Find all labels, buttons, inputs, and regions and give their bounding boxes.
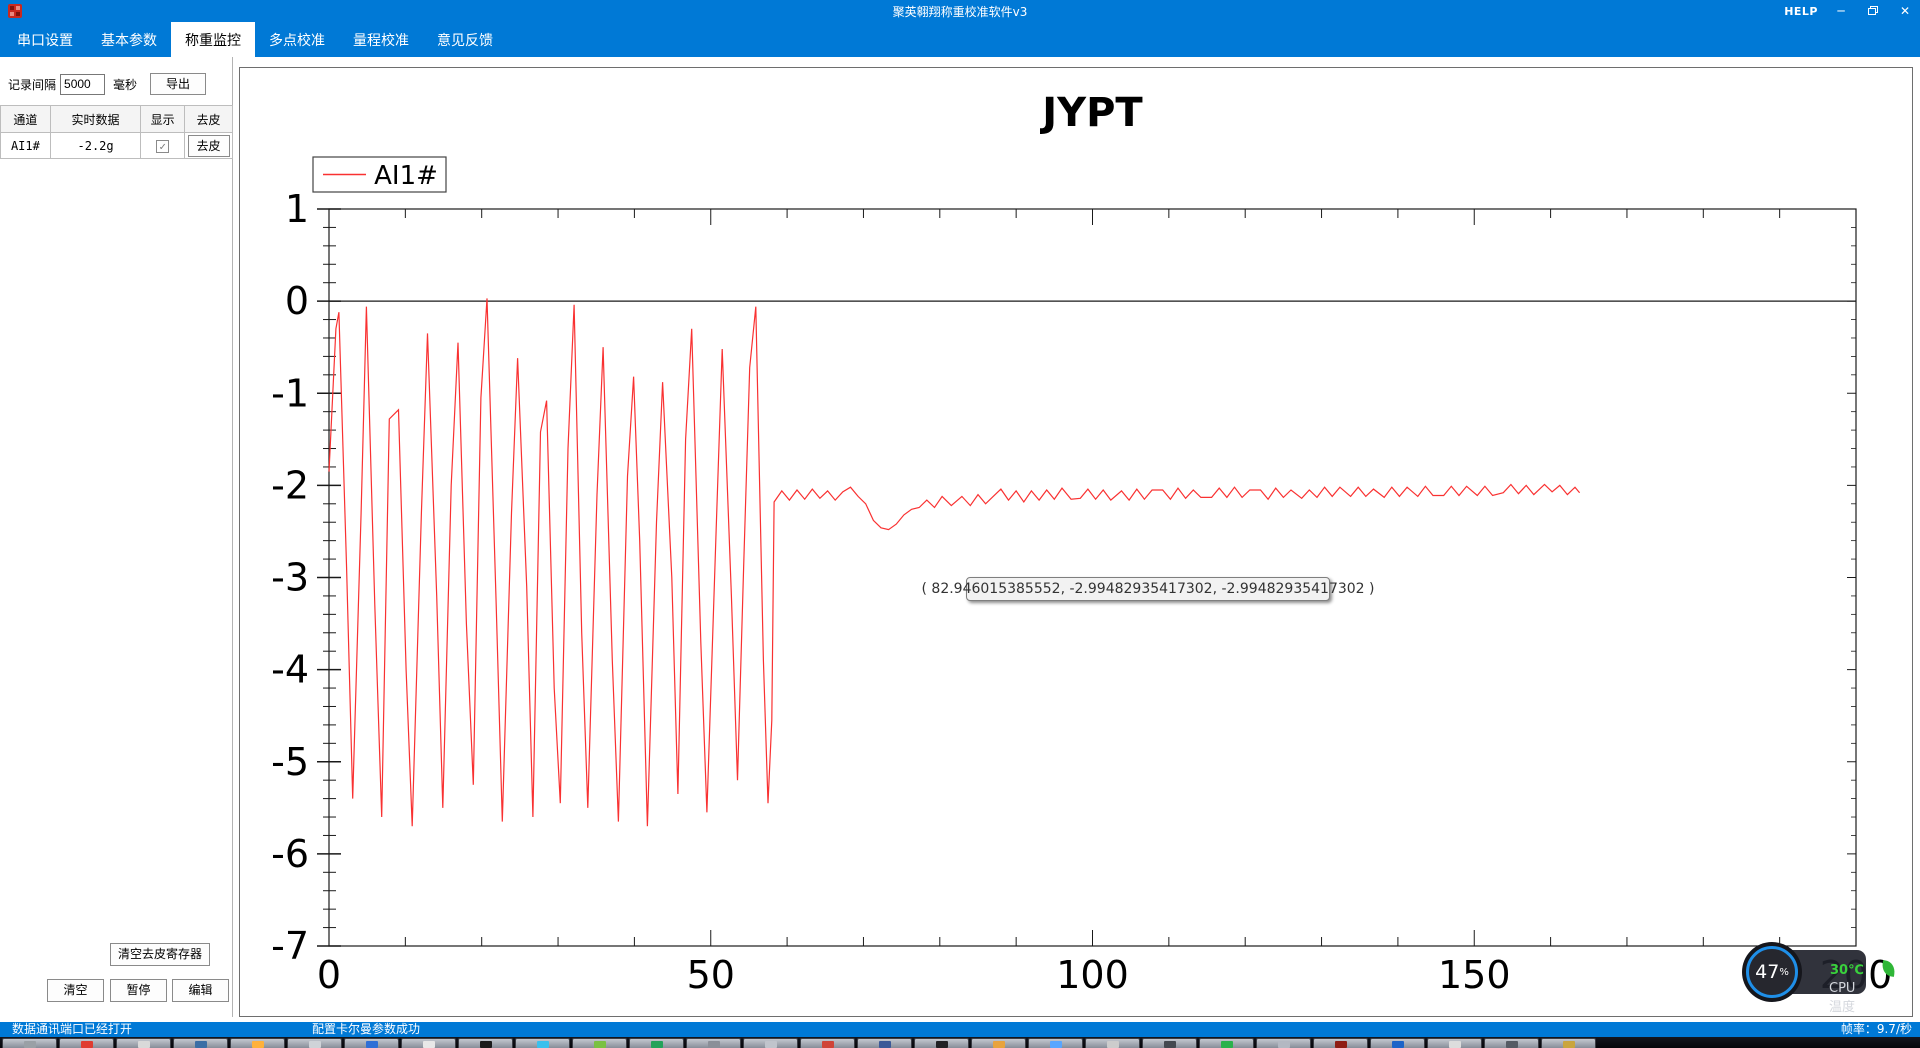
app-icon [8, 4, 22, 18]
taskbar-button-17[interactable] [914, 1038, 969, 1048]
taskbar-button-12[interactable] [629, 1038, 684, 1048]
y-tick-label: -5 [271, 740, 309, 784]
taskbar-button-4[interactable] [173, 1038, 228, 1048]
cpu-temperature-value: 30℃ [1830, 963, 1864, 978]
menu-tab-3[interactable]: 称重监控 [171, 22, 255, 57]
taskbar-button-5[interactable] [230, 1038, 285, 1048]
y-tick-label: -4 [271, 648, 309, 692]
status-framerate: 帧率：9.7/秒 [1840, 1022, 1912, 1036]
y-tick-label: -1 [271, 371, 309, 415]
sidebar: 记录间隔 毫秒 导出 通道 实时数据 显示 去皮 AI1# -2.2g ✓ 去皮… [0, 57, 233, 1017]
taskbar-button-19[interactable] [1028, 1038, 1083, 1048]
taskbar-button-13[interactable] [686, 1038, 741, 1048]
taskbar-button-15[interactable] [800, 1038, 855, 1048]
status-kalman-message: 配置卡尔曼参数成功 [312, 1022, 421, 1036]
realtime-value-cell: -2.2g [49, 132, 142, 159]
clear-tare-register-button[interactable]: 清空去皮寄存器 [110, 943, 210, 966]
taskbar-button-3[interactable] [116, 1038, 171, 1048]
taskbar-button-10[interactable] [515, 1038, 570, 1048]
tare-button[interactable]: 去皮 [187, 134, 230, 157]
title-bar: 聚英翱翔称重校准软件v3 HELP ─ ✕ [0, 0, 1920, 22]
pause-button[interactable]: 暂停 [110, 979, 167, 1002]
taskbar-button-14[interactable] [743, 1038, 798, 1048]
y-tick-label: 0 [285, 279, 309, 323]
taskbar-button-18[interactable] [971, 1038, 1026, 1048]
chart-tooltip: ( 82.946015385552, -2.99482935417302, -2… [922, 577, 1375, 601]
y-tick-label: -7 [271, 924, 309, 968]
taskbar-button-6[interactable] [287, 1038, 342, 1048]
export-button[interactable]: 导出 [150, 73, 207, 95]
x-tick-label: 0 [317, 953, 341, 997]
taskbar-button-9[interactable] [458, 1038, 513, 1048]
taskbar-button-27[interactable] [1484, 1038, 1539, 1048]
header-channel: 通道 [0, 105, 51, 133]
taskbar-button-1[interactable] [2, 1038, 57, 1048]
menu-tab-1[interactable]: 串口设置 [17, 32, 73, 49]
header-realtime-data: 实时数据 [49, 105, 142, 133]
edit-button[interactable]: 编辑 [172, 979, 229, 1002]
header-display: 显示 [140, 105, 186, 133]
windows-taskbar[interactable] [0, 1037, 1920, 1048]
taskbar-button-28[interactable] [1541, 1038, 1596, 1048]
header-tare: 去皮 [184, 105, 233, 133]
taskbar-button-11[interactable] [572, 1038, 627, 1048]
taskbar-button-2[interactable] [59, 1038, 114, 1048]
taskbar-button-21[interactable] [1142, 1038, 1197, 1048]
restore-icon[interactable] [1864, 0, 1882, 22]
status-port-message: 数据通讯端口已经打开 [12, 1022, 133, 1036]
taskbar-button-7[interactable] [344, 1038, 399, 1048]
taskbar-button-22[interactable] [1199, 1038, 1254, 1048]
chart-title: JYPT [1039, 90, 1143, 136]
help-button[interactable]: HELP [1784, 4, 1818, 18]
taskbar-button-24[interactable] [1313, 1038, 1368, 1048]
taskbar-button-20[interactable] [1085, 1038, 1140, 1048]
channel-name-cell: AI1# [0, 132, 51, 159]
y-tick-label: -6 [271, 832, 309, 876]
channel-table-header: 通道 实时数据 显示 去皮 [0, 105, 233, 133]
menu-tab-5[interactable]: 量程校准 [353, 32, 409, 49]
taskbar-button-16[interactable] [857, 1038, 912, 1048]
taskbar-button-23[interactable] [1256, 1038, 1311, 1048]
channel-table: 通道 实时数据 显示 去皮 AI1# -2.2g ✓ 去皮 [0, 105, 233, 159]
close-icon[interactable]: ✕ [1899, 4, 1911, 18]
cpu-temp-label: CPU温度 [1829, 981, 1856, 1015]
menu-tab-bar: 串口设置 基本参数 称重监控 多点校准 量程校准 意见反馈 [0, 22, 1920, 57]
record-interval-input[interactable] [60, 73, 106, 95]
y-tick-label: 1 [285, 187, 309, 231]
taskbar-button-8[interactable] [401, 1038, 456, 1048]
cpu-monitor-widget[interactable]: 30℃ CPU温度 47% [1742, 942, 1896, 1015]
x-tick-label: 50 [687, 953, 735, 997]
menu-tab-6[interactable]: 意见反馈 [437, 32, 493, 49]
legend-label: AI1# [374, 161, 438, 191]
cpu-usage-gauge: 47% [1742, 942, 1802, 1002]
taskbar-button-25[interactable] [1370, 1038, 1425, 1048]
record-interval-label: 记录间隔 [8, 77, 57, 92]
taskbar-button-26[interactable] [1427, 1038, 1482, 1048]
cpu-usage-percent: 47 [1755, 961, 1780, 983]
minimize-icon[interactable]: ─ [1837, 4, 1845, 18]
menu-tab-2[interactable]: 基本参数 [101, 32, 157, 49]
display-checkbox[interactable]: ✓ [156, 139, 170, 153]
menu-tab-4[interactable]: 多点校准 [269, 32, 325, 49]
window-title: 聚英翱翔称重校准软件v3 [892, 4, 1028, 19]
x-tick-label: 150 [1438, 953, 1511, 997]
clear-button[interactable]: 清空 [47, 979, 104, 1002]
series-line-AI1# [328, 298, 1581, 827]
y-tick-label: -3 [271, 556, 309, 600]
interval-unit-label: 毫秒 [113, 77, 138, 92]
table-row: AI1# -2.2g ✓ 去皮 [0, 132, 233, 159]
y-tick-label: -2 [271, 463, 309, 507]
x-tick-label: 100 [1056, 953, 1129, 997]
status-bar: 数据通讯端口已经打开 配置卡尔曼参数成功 帧率：9.7/秒 [0, 1022, 1920, 1037]
